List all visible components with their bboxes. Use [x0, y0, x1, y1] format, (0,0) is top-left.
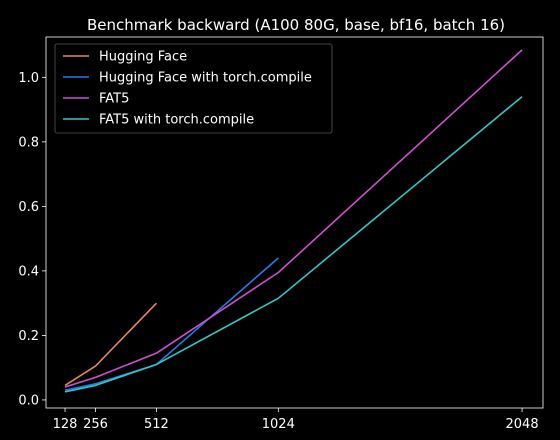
y-tick-label: 0.6: [18, 200, 39, 215]
series-layer: [64, 49, 523, 393]
y-tick-label: 0.0: [18, 393, 39, 408]
y-tick-label: 0.4: [18, 264, 39, 279]
series-line-2: [64, 49, 523, 388]
y-tick-label: 0.2: [18, 329, 39, 344]
series-line-3: [64, 96, 523, 393]
y-tick-label: 1.0: [18, 71, 39, 86]
y-axis: 0.0 0.2 0.4 0.6 0.8 1.0: [18, 71, 46, 408]
y-tick-label: 0.8: [18, 135, 39, 150]
legend-label-0: Hugging Face: [99, 50, 187, 65]
chart-title: Benchmark backward (A100 80G, base, bf16…: [87, 16, 505, 34]
x-tick-label: 256: [83, 417, 108, 432]
legend-box: [54, 43, 333, 134]
x-tick-label: 2048: [506, 417, 539, 432]
x-tick-label: 128: [53, 417, 78, 432]
legend-label-3: FAT5 with torch.compile: [99, 113, 254, 128]
x-tick-label: 1024: [262, 417, 295, 432]
series-line-0: [64, 302, 158, 387]
x-tick-label: 512: [144, 417, 169, 432]
legend: Hugging Face Hugging Face with torch.comp…: [54, 43, 333, 134]
legend-label-2: FAT5: [99, 92, 129, 107]
legend-label-1: Hugging Face with torch.compile: [99, 71, 312, 86]
x-axis: 128 256 512 1024 2048: [53, 408, 539, 432]
